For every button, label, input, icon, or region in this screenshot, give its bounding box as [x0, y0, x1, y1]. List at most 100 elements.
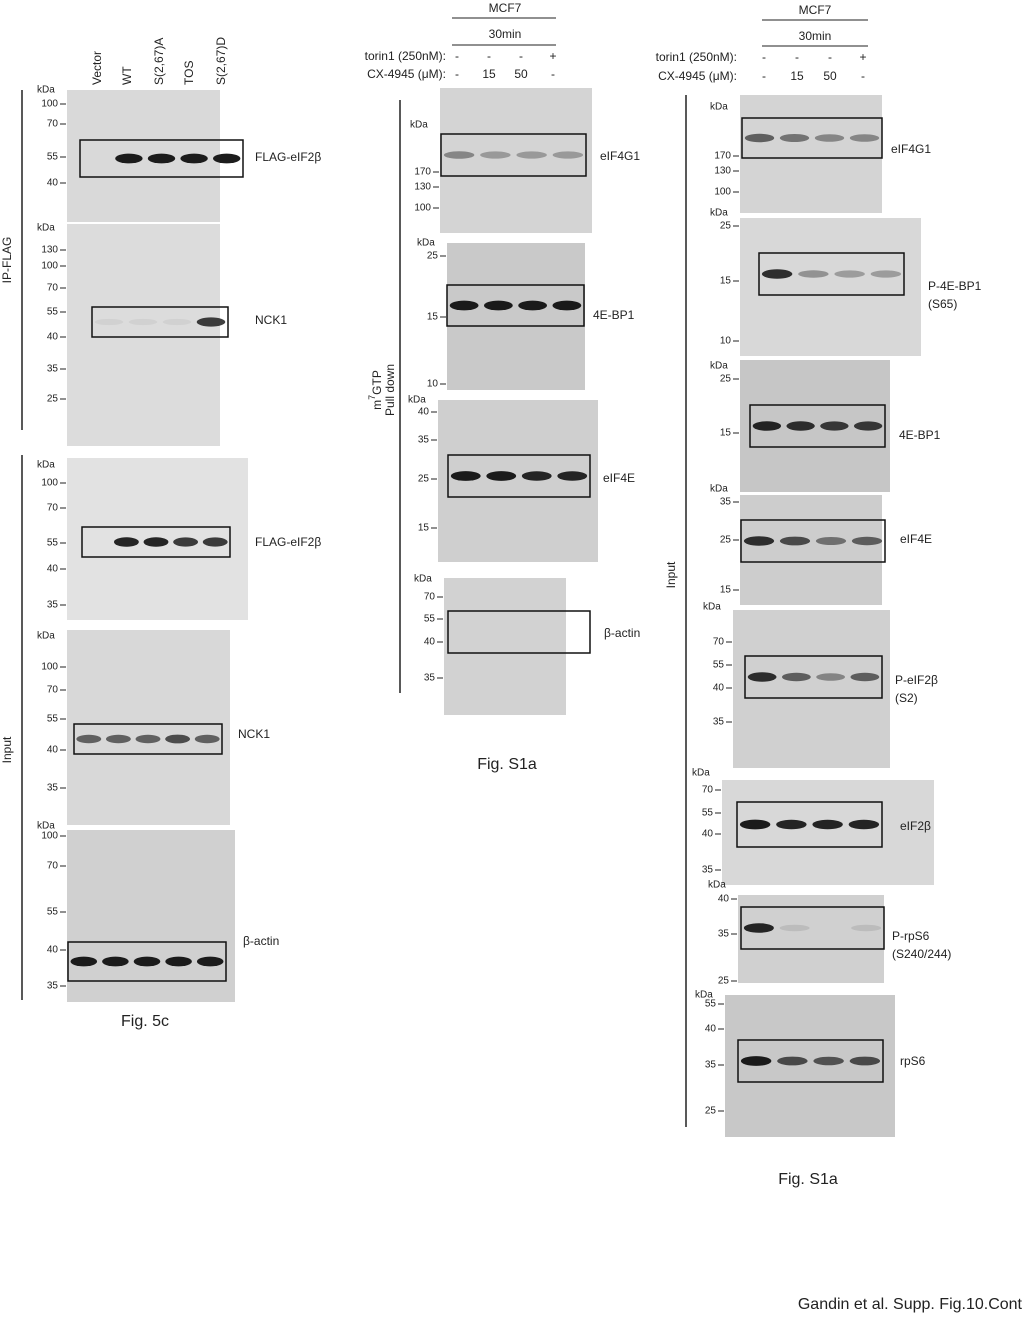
unit-label: kDa — [710, 208, 728, 219]
marker-label: 55 — [47, 307, 59, 318]
target-label: β-actin — [604, 626, 640, 640]
marker-label: 35 — [47, 783, 59, 794]
band — [76, 734, 102, 744]
unit-label: kDa — [414, 574, 432, 585]
unit-label: kDa — [37, 223, 55, 234]
lane-label: TOS — [182, 61, 196, 85]
band — [486, 471, 517, 481]
marker-label: 100 — [41, 99, 58, 110]
marker-label: 130 — [714, 166, 731, 177]
region-box — [758, 252, 905, 296]
band — [165, 734, 191, 744]
unit-label: kDa — [692, 768, 710, 779]
unit-label: kDa — [708, 880, 726, 891]
blot-image — [447, 243, 585, 390]
marker-label: 170 — [714, 151, 731, 162]
marker-label: 130 — [41, 245, 58, 256]
marker-label: 35 — [713, 717, 725, 728]
blot-image — [67, 224, 220, 446]
marker-label: 100 — [714, 187, 731, 198]
band — [834, 270, 865, 278]
treatment-value: + — [549, 49, 556, 63]
unit-label: kDa — [408, 395, 426, 406]
label-part: m — [370, 400, 384, 410]
region-box — [79, 139, 244, 178]
marker-label: 40 — [713, 683, 725, 694]
treatment-value: - — [455, 49, 459, 63]
marker-label: 70 — [424, 592, 436, 603]
lane-label: WT — [120, 66, 134, 85]
blot-image — [740, 95, 882, 213]
marker-label: 70 — [47, 685, 59, 696]
target-label: FLAG-eIF2β — [255, 150, 321, 164]
region-box — [740, 906, 885, 950]
label-part: GTP — [370, 370, 384, 395]
marker-label: 15 — [720, 428, 732, 439]
marker-label: 55 — [424, 614, 436, 625]
band — [196, 317, 226, 327]
marker-label: 25 — [720, 374, 732, 385]
marker-label: 40 — [424, 637, 436, 648]
blot-image — [444, 578, 566, 715]
marker-label: 55 — [705, 999, 717, 1010]
marker-label: 35 — [705, 1060, 717, 1071]
band — [213, 153, 241, 164]
target-label: rpS6 — [900, 1054, 926, 1068]
group-label: IP-FLAG — [0, 237, 14, 284]
band — [777, 1056, 808, 1066]
marker-label: 15 — [720, 585, 732, 596]
band — [480, 151, 511, 159]
lane-label: S(2,67)A — [152, 38, 166, 85]
band — [143, 537, 169, 547]
caption: Fig. 5c — [121, 1013, 169, 1030]
band — [781, 672, 811, 682]
band — [450, 471, 481, 481]
unit-label: kDa — [37, 631, 55, 642]
unit-label: kDa — [710, 484, 728, 495]
marker-label: 15 — [418, 523, 430, 534]
target-label: eIF4G1 — [891, 142, 931, 156]
marker-label: 40 — [705, 1024, 717, 1035]
region-box — [737, 1039, 884, 1083]
unit-label: kDa — [410, 120, 428, 131]
marker-label: 100 — [41, 478, 58, 489]
treatment-label: CX-4945 (μM): — [367, 67, 446, 81]
treatment-value: - — [762, 69, 766, 83]
band — [815, 537, 847, 545]
lane-label: Vector — [90, 51, 104, 85]
target-label: eIF2β — [900, 819, 931, 833]
blot-image — [733, 610, 890, 768]
band — [850, 672, 880, 682]
marker-label: 10 — [720, 336, 732, 347]
band — [70, 956, 98, 967]
marker-label: 55 — [702, 808, 714, 819]
marker-label: 40 — [47, 745, 59, 756]
unit-label: kDa — [37, 460, 55, 471]
band — [798, 270, 829, 278]
treatment-value: - — [455, 67, 459, 81]
region-box — [67, 941, 227, 982]
marker-label: 35 — [718, 929, 730, 940]
band — [853, 421, 883, 431]
cell-line: MCF7 — [799, 3, 832, 17]
marker-label: 25 — [718, 976, 730, 987]
band — [739, 819, 771, 830]
band — [761, 269, 793, 279]
treatment-value: 50 — [823, 69, 837, 83]
blot-image — [67, 830, 235, 1002]
region-box — [447, 610, 591, 654]
marker-label: 40 — [418, 407, 430, 418]
marker-label: 130 — [414, 182, 431, 193]
band — [194, 734, 220, 744]
target-label: eIF4E — [900, 532, 932, 546]
marker-label: 25 — [705, 1106, 717, 1117]
marker-label: 35 — [47, 600, 59, 611]
group-label: Input — [664, 561, 678, 588]
marker-label: 100 — [41, 261, 58, 272]
marker-label: 25 — [418, 474, 430, 485]
blot-image — [725, 995, 895, 1137]
band — [196, 956, 224, 967]
region-box — [744, 655, 883, 699]
treatment-value: - — [487, 49, 491, 63]
